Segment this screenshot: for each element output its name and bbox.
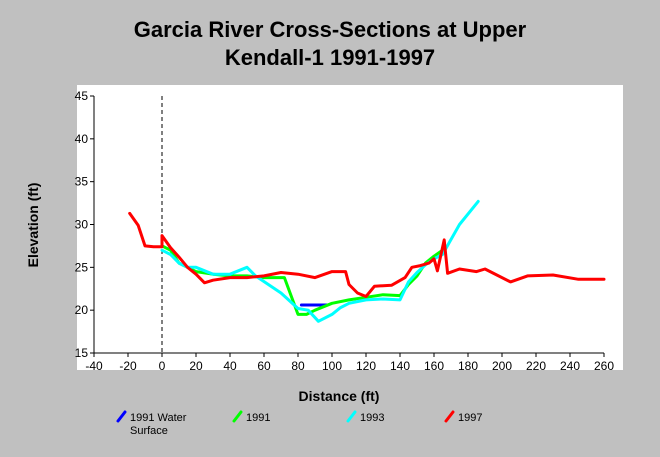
legend-swatch-3	[444, 410, 455, 423]
x-tick-label: -40	[85, 359, 103, 373]
x-tick-label: 60	[257, 359, 271, 373]
legend-swatch-1	[232, 410, 243, 423]
x-tick-label: -20	[119, 359, 137, 373]
x-tick-label: 180	[458, 359, 478, 373]
series-layer	[128, 199, 606, 323]
x-tick-label: 40	[223, 359, 237, 373]
legend: 1991 Water Surface 1991 1993 1997	[116, 410, 482, 437]
y-tick-label: 30	[75, 218, 89, 232]
legend-label-1: 1991	[246, 412, 270, 424]
series-line-3	[128, 211, 606, 298]
y-tick-label: 20	[75, 303, 89, 317]
y-tick-label: 35	[75, 175, 89, 189]
legend-swatch-2	[346, 410, 357, 423]
legend-swatch-0	[116, 410, 127, 423]
x-tick-label: 80	[291, 359, 305, 373]
plot-area	[77, 85, 623, 370]
y-tick-label: 15	[75, 346, 89, 360]
series-line-2	[160, 199, 480, 323]
axes: -40 -20 0 20 40 60 80 100 120 140 160 180 200 220 240 2…	[75, 89, 615, 373]
x-tick-label: 240	[560, 359, 580, 373]
x-tick-label: 200	[492, 359, 512, 373]
x-tick-label: 160	[424, 359, 444, 373]
legend-label-0: 1991 Water Surface	[130, 412, 187, 437]
x-tick-label: 140	[390, 359, 410, 373]
y-tick-label: 25	[75, 260, 89, 274]
x-tick-label: 220	[526, 359, 546, 373]
y-tick-label: 45	[75, 89, 89, 103]
x-axis-label: Distance (ft)	[299, 388, 380, 404]
x-tick-label: 20	[189, 359, 203, 373]
chart-title-line-1: Garcia River Cross-Sections at Upper	[133, 17, 527, 42]
x-tick-label: 100	[322, 359, 342, 373]
x-tick-label: 120	[356, 359, 376, 373]
legend-label-2: 1993	[360, 412, 384, 424]
y-tick-label: 40	[75, 132, 89, 146]
legend-label-3: 1997	[458, 412, 482, 424]
x-tick-label: 260	[594, 359, 614, 373]
chart-title: Garcia River Cross-Sections at Upper Ken…	[0, 16, 660, 72]
chart-title-line-2: Kendall-1 1991-1997	[224, 45, 436, 70]
x-tick-label: 0	[159, 359, 166, 373]
y-axis-label: Elevation (ft)	[25, 183, 41, 268]
